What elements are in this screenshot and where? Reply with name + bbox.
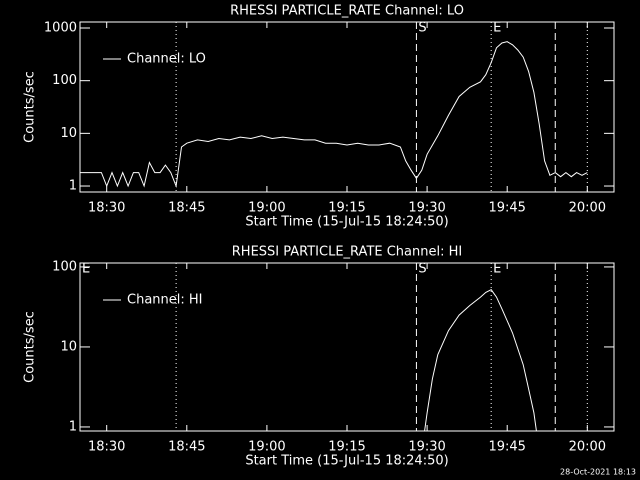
x-tick-label: 19:00 [248, 201, 285, 216]
x-tick-label: 19:00 [248, 440, 285, 455]
y-tick-label: 100 [52, 259, 77, 274]
marker-label: S [418, 21, 426, 36]
marker-label: S [418, 262, 426, 277]
y-tick-label: 10 [60, 126, 77, 141]
chart-title: RHESSI PARTICLE_RATE Channel: HI [232, 245, 462, 260]
x-tick-label: 19:45 [488, 201, 525, 216]
plot-frame [79, 21, 615, 193]
y-axis-label: Counts/sec [23, 71, 38, 143]
x-tick-label: 18:30 [88, 440, 125, 455]
x-tick-label: 18:45 [168, 201, 205, 216]
plot-frame [79, 262, 615, 432]
x-tick-label: 18:30 [88, 201, 125, 216]
y-tick-label: 1 [69, 419, 77, 434]
marker-label: E [493, 21, 501, 36]
timestamp: 28-Oct-2021 18:13 [560, 468, 636, 477]
panel: RHESSI PARTICLE_RATE Channel: LO Start Ti… [23, 4, 615, 230]
y-tick-label: 1000 [44, 21, 77, 36]
x-tick-label: 19:30 [408, 440, 445, 455]
marker-label: E [493, 262, 501, 277]
x-tick-label: 20:00 [569, 440, 606, 455]
series-line [80, 41, 588, 188]
y-tick-label: 10 [60, 339, 77, 354]
legend-label: Channel: HI [127, 293, 203, 308]
y-tick-label: 100 [52, 73, 77, 88]
x-axis-label: Start Time (15-Jul-15 18:24:50) [245, 215, 448, 230]
x-tick-label: 20:00 [569, 201, 606, 216]
x-tick-label: 18:45 [168, 440, 205, 455]
y-tick-label: 1 [69, 179, 77, 194]
panel: RHESSI PARTICLE_RATE Channel: HI Start Ti… [23, 245, 615, 469]
x-tick-label: 19:45 [488, 440, 525, 455]
legend-label: Channel: LO [127, 52, 206, 67]
x-tick-label: 19:30 [408, 201, 445, 216]
x-tick-label: 19:15 [328, 201, 365, 216]
chart-title: RHESSI PARTICLE_RATE Channel: LO [230, 4, 464, 19]
x-tick-label: 19:15 [328, 440, 365, 455]
series-line [424, 289, 537, 431]
marker-label: E [82, 262, 90, 277]
x-axis-label: Start Time (15-Jul-15 18:24:50) [245, 454, 448, 469]
y-axis-label: Counts/sec [23, 311, 38, 383]
